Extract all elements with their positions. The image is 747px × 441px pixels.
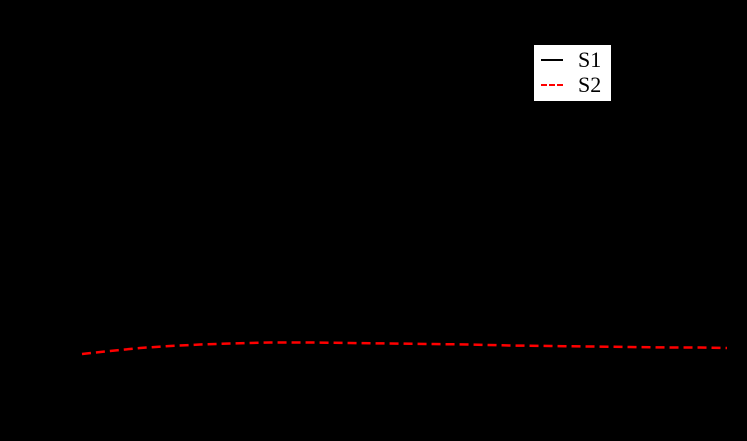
legend-label-s2: S2 xyxy=(578,72,602,97)
legend-item-s2: S2 xyxy=(534,73,611,97)
legend-swatch-solid-icon xyxy=(541,59,563,61)
legend-item-s1: S1 xyxy=(534,48,611,72)
legend-label-s1: S1 xyxy=(578,47,602,72)
series-s2-line xyxy=(81,341,728,356)
legend: S1 S2 xyxy=(534,45,611,101)
legend-swatch-dashed-icon xyxy=(541,84,563,86)
